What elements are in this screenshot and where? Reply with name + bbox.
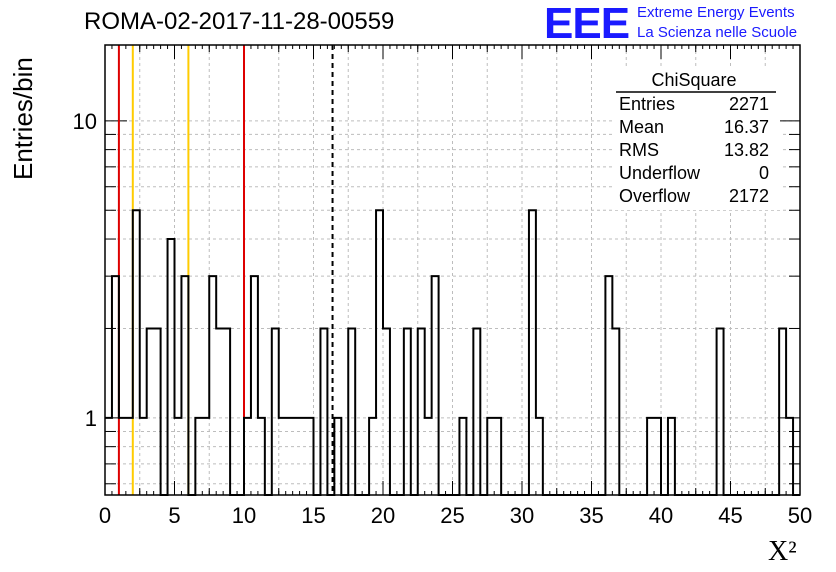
x-tick-label: 5	[168, 503, 180, 528]
reference-lines	[117, 45, 334, 495]
tick-labels: 0 5 10 15 20 25 30 35 40 45 50 1 10	[73, 109, 813, 528]
stats-value: 2271	[729, 94, 769, 114]
x-tick-label: 30	[510, 503, 534, 528]
stats-value: 13.82	[724, 140, 769, 160]
stats-box: ChiSquare Entries 2271 Mean 16.37 RMS 13.82 Und…	[612, 68, 780, 210]
stats-label: Mean	[619, 117, 664, 137]
y-tick-label: 1	[85, 406, 97, 431]
x-tick-label: 0	[99, 503, 111, 528]
x-tick-label: 15	[301, 503, 325, 528]
x-tick-label: 50	[788, 503, 812, 528]
x-tick-label: 45	[718, 503, 742, 528]
x-axis-label: X²	[768, 536, 797, 568]
stats-label: Entries	[619, 94, 675, 114]
stats-label: RMS	[619, 140, 659, 160]
stats-label: Overflow	[619, 186, 691, 206]
x-tick-label: 10	[232, 503, 256, 528]
eee-logo: EEE	[544, 0, 630, 48]
y-tick-label: 10	[73, 109, 97, 134]
logo-tagline-1: Extreme Energy Events	[637, 4, 795, 21]
chart-title: ROMA-02-2017-11-28-00559	[84, 8, 395, 35]
x-tick-label: 35	[579, 503, 603, 528]
x-axis-label-text: X²	[768, 536, 797, 567]
stats-value: 0	[759, 163, 769, 183]
stats-title: ChiSquare	[651, 70, 736, 90]
logo-tagline-2: La Scienza nelle Scuole	[637, 24, 798, 41]
x-tick-label: 25	[440, 503, 464, 528]
plot-frame	[104, 44, 801, 496]
stats-label: Underflow	[619, 163, 701, 183]
x-tick-label: 40	[649, 503, 673, 528]
x-tick-label: 20	[371, 503, 395, 528]
stats-value: 16.37	[724, 117, 769, 137]
stats-value: 2172	[729, 186, 769, 206]
